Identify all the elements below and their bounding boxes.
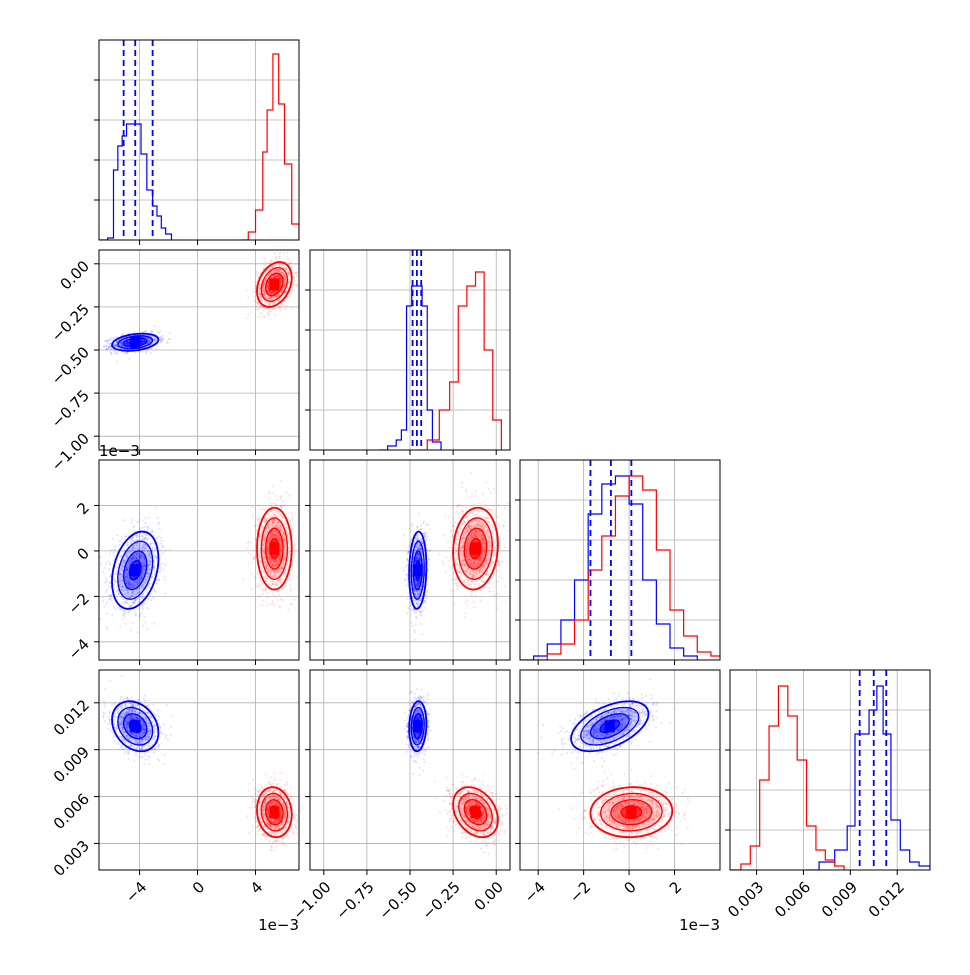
y-tick-label: 0.012: [50, 696, 93, 739]
y-offset-label: 1e−3: [99, 442, 140, 460]
density-peak-red: [269, 278, 279, 290]
y-tick-label: −0.50: [48, 343, 93, 388]
x-tick-label: −0.25: [419, 878, 464, 923]
density-peak-blue: [605, 720, 615, 732]
panel-1-1: [305, 250, 510, 455]
panel-2-0: [94, 460, 304, 665]
x-tick-label: 0.009: [818, 878, 861, 921]
y-tick-label: 0.006: [50, 790, 93, 833]
panel-1-0: [87, 248, 306, 455]
x-tick-label: −0.75: [332, 878, 377, 923]
panel-frame: [520, 670, 720, 870]
histogram-red: [730, 686, 844, 870]
y-tick-label: −2: [65, 590, 93, 618]
x-tick-label: 0.006: [771, 878, 814, 921]
y-tick-label: −0.25: [48, 300, 93, 345]
density-peak-red: [626, 806, 636, 818]
y-tick-label: 0.00: [57, 257, 93, 293]
histogram-red: [419, 272, 502, 450]
panel-2-1: [305, 460, 513, 665]
y-tick-label: −4: [65, 635, 93, 663]
histogram-blue: [520, 476, 697, 660]
panel-3-3: [725, 670, 930, 875]
histogram-blue: [807, 686, 930, 870]
density-peak-blue: [413, 564, 423, 576]
x-tick-label: 0: [620, 878, 639, 897]
panel-0-0: [94, 40, 299, 245]
density-peak-red: [471, 543, 481, 555]
x-tick-label: −4: [122, 878, 150, 906]
density-peak-red: [269, 543, 279, 555]
x-tick-label: 4: [247, 878, 266, 897]
y-tick-label: 0.003: [50, 837, 93, 880]
density-peak-blue: [130, 336, 140, 348]
density-peak-blue: [130, 720, 140, 732]
density-peak-blue: [413, 720, 423, 732]
x-tick-label: 0.003: [724, 878, 767, 921]
x-tick-label: 0: [189, 878, 208, 897]
panel-3-2: [515, 670, 720, 875]
x-tick-label: −1.00: [289, 878, 334, 923]
x-tick-label: −0.50: [376, 878, 421, 923]
x-tick-label: 0.012: [865, 878, 908, 921]
histogram-red: [241, 54, 299, 240]
x-tick-label: −2: [566, 878, 594, 906]
y-tick-label: 0: [74, 544, 93, 563]
density-peak-red: [471, 806, 481, 818]
y-tick-label: 0.009: [50, 743, 93, 786]
x-tick-label: 0.00: [471, 878, 507, 914]
x-offset-label: 1e−3: [679, 916, 720, 934]
y-tick-label: −1.00: [48, 429, 93, 474]
panel-3-0: [94, 670, 301, 875]
panel-frame: [99, 40, 299, 240]
y-tick-label: 2: [74, 499, 93, 518]
density-peak-blue: [130, 564, 140, 576]
x-tick-label: −4: [521, 878, 549, 906]
panel-2-2: [515, 460, 725, 665]
x-tick-label: 2: [666, 878, 685, 897]
density-peak-red: [269, 806, 279, 818]
panel-3-1: [305, 670, 510, 875]
panel-frame: [520, 460, 720, 660]
y-tick-label: −0.75: [48, 386, 93, 431]
x-offset-label: 1e−3: [258, 916, 299, 934]
